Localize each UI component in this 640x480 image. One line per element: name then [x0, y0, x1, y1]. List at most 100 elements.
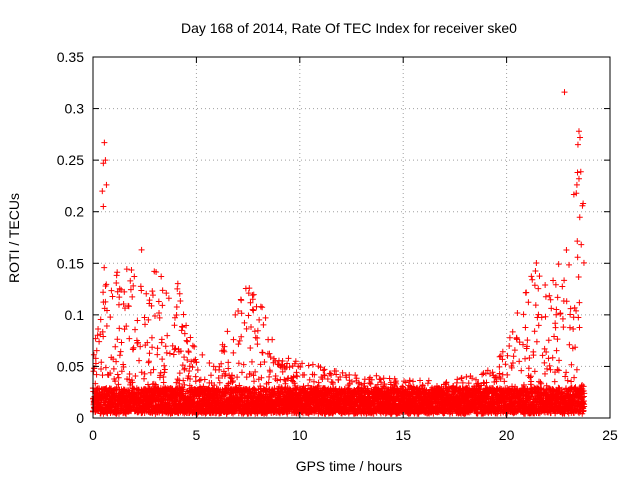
data-point — [254, 327, 261, 334]
data-point — [377, 376, 384, 383]
data-point — [98, 365, 105, 372]
data-point — [238, 297, 245, 304]
data-point — [185, 372, 192, 379]
data-point — [496, 363, 503, 370]
data-point — [267, 368, 274, 375]
data-point — [158, 336, 165, 343]
data-point — [162, 343, 169, 350]
data-point — [93, 371, 100, 378]
data-point — [132, 373, 139, 380]
data-point — [134, 339, 141, 346]
data-point — [120, 364, 127, 371]
data-point — [225, 365, 232, 372]
data-point — [225, 359, 232, 366]
data-point — [92, 335, 99, 342]
data-point — [130, 344, 137, 351]
data-point — [114, 269, 121, 276]
data-point — [269, 336, 276, 343]
data-point — [285, 355, 292, 362]
data-point — [181, 365, 188, 372]
data-point — [380, 375, 387, 382]
data-point — [266, 373, 273, 380]
data-point — [109, 293, 116, 300]
data-point — [159, 287, 166, 294]
data-point — [123, 266, 130, 273]
data-point — [179, 362, 186, 369]
data-point — [99, 372, 106, 379]
data-point — [249, 306, 256, 313]
data-point — [230, 336, 237, 343]
data-point — [131, 273, 138, 280]
data-point — [118, 368, 125, 375]
data-point — [134, 317, 141, 324]
data-point — [95, 326, 102, 333]
data-point — [256, 316, 263, 323]
data-point — [90, 368, 97, 375]
data-point — [250, 307, 257, 314]
data-point — [254, 335, 261, 342]
data-point — [100, 289, 107, 296]
data-point — [171, 322, 178, 329]
data-point — [148, 302, 155, 309]
data-point — [191, 343, 198, 350]
data-point — [158, 273, 165, 280]
data-point — [352, 372, 359, 379]
data-point — [147, 369, 154, 376]
data-point — [159, 356, 166, 363]
data-point — [157, 369, 164, 376]
data-point — [166, 350, 173, 357]
data-point — [176, 370, 183, 377]
data-point — [245, 312, 252, 319]
data-point — [262, 314, 269, 321]
data-point — [100, 333, 107, 340]
data-point — [181, 330, 188, 337]
data-point — [137, 343, 144, 350]
grid-lines — [93, 57, 610, 418]
data-point — [201, 376, 208, 383]
data-point — [125, 303, 132, 310]
data-point — [305, 362, 312, 369]
data-point — [97, 316, 104, 323]
data-point — [177, 298, 184, 305]
data-point — [148, 334, 155, 341]
data-point — [110, 356, 117, 363]
data-point — [224, 328, 231, 335]
data-point — [206, 360, 213, 367]
data-point — [309, 361, 316, 368]
data-point — [126, 335, 133, 342]
data-point — [324, 375, 331, 382]
data-point — [184, 338, 191, 345]
data-point — [96, 338, 103, 345]
data-point — [293, 369, 300, 376]
data-point — [94, 332, 101, 339]
data-point — [465, 380, 472, 387]
data-point — [127, 277, 134, 284]
data-point — [126, 371, 133, 378]
data-point — [114, 371, 121, 378]
data-point — [115, 374, 122, 381]
data-point — [122, 305, 129, 312]
data-point — [141, 375, 148, 382]
data-point — [294, 373, 301, 380]
data-point — [146, 297, 153, 304]
data-point — [102, 282, 109, 289]
data-point — [179, 324, 186, 331]
data-point — [114, 336, 121, 343]
data-point — [187, 334, 194, 341]
data-point — [145, 358, 152, 365]
data-point — [479, 371, 486, 378]
data-point — [142, 321, 149, 328]
data-point — [248, 358, 255, 365]
data-point — [103, 281, 110, 288]
data-point — [117, 348, 124, 355]
data-point — [208, 372, 215, 379]
data-point — [174, 285, 181, 292]
data-point — [129, 379, 136, 386]
data-point — [174, 280, 181, 287]
data-point — [199, 351, 206, 358]
data-point — [156, 310, 163, 317]
data-point — [259, 304, 266, 311]
data-point — [136, 357, 143, 364]
data-point — [156, 314, 163, 321]
data-point — [127, 286, 134, 293]
